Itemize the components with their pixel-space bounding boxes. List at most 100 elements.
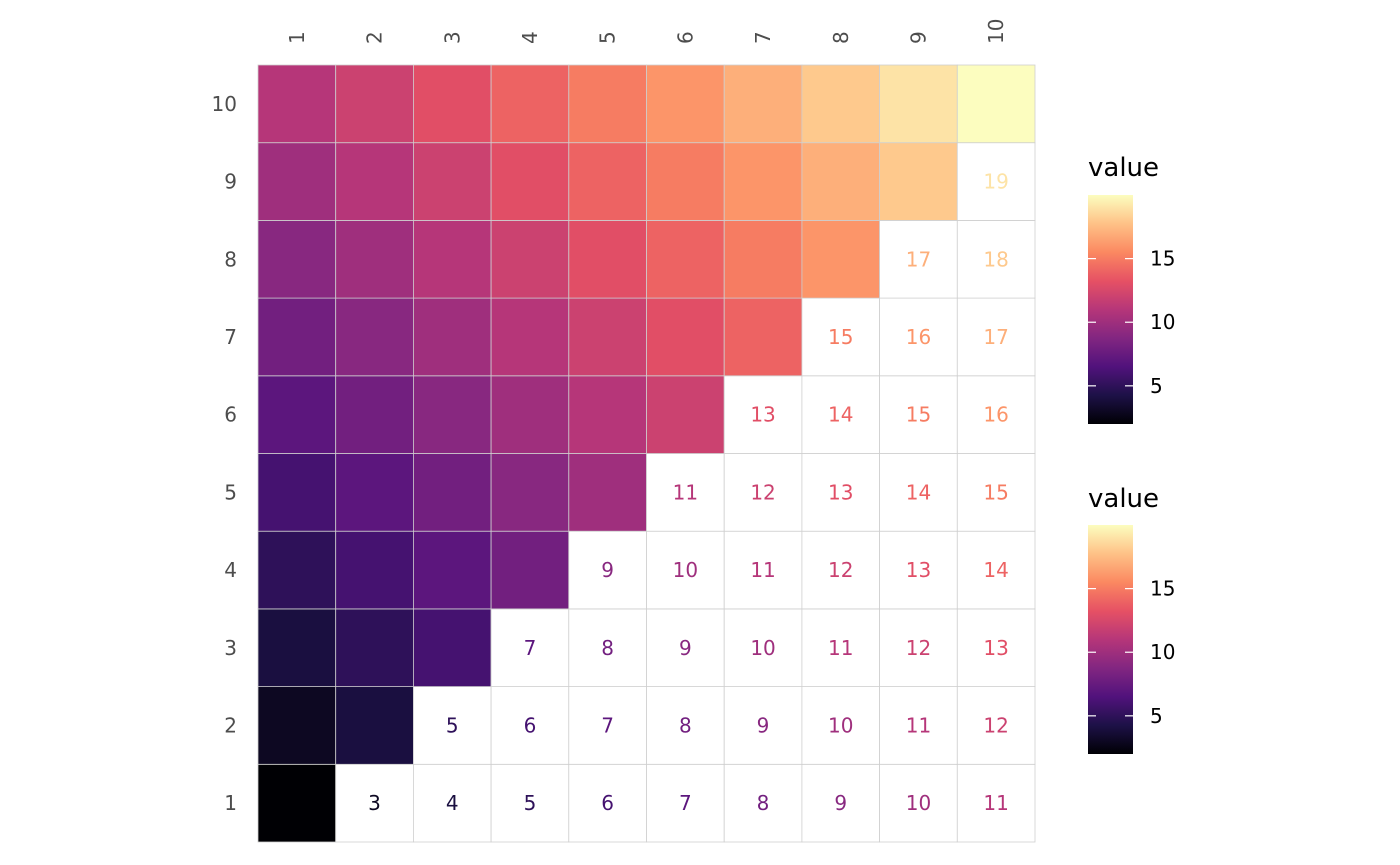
- cell-value-label: 13: [906, 558, 931, 582]
- heatmap-cell: [646, 608, 725, 688]
- heatmap-cell: [801, 375, 881, 454]
- y-tick-label: 2: [224, 713, 237, 737]
- heatmap-cell: [257, 530, 337, 610]
- heatmap-cell: [879, 64, 958, 144]
- heatmap-cell: [879, 375, 958, 454]
- legend-tick-label: 10: [1150, 640, 1175, 664]
- cell-value-label: 5: [446, 713, 459, 737]
- heatmap-cell: [801, 64, 881, 144]
- x-tick-label: 8: [829, 31, 853, 44]
- heatmap-cell: [335, 763, 414, 843]
- heatmap-cell: [335, 686, 414, 765]
- heatmap-cell: [412, 608, 492, 688]
- cell-value-label: 7: [679, 791, 692, 815]
- y-tick-label: 8: [224, 247, 237, 271]
- cell-value-label: 3: [368, 791, 381, 815]
- heatmap-cell: [956, 297, 1036, 377]
- heatmap-cell: [568, 686, 647, 765]
- y-axis-ticks: 1 2 3 4 5 6 7 8 9 10: [212, 92, 237, 815]
- cell-value-label: 9: [679, 636, 692, 660]
- heatmap-cell: [956, 763, 1036, 843]
- heatmap-cell: [490, 530, 570, 610]
- x-axis-ticks: 1 2 3 4 5 6 7 8 9 10: [285, 19, 1008, 44]
- cell-value-label: 8: [679, 713, 692, 737]
- heatmap-cell: [568, 453, 647, 532]
- heatmap-cell: [257, 375, 337, 454]
- heatmap-cell: [257, 763, 337, 843]
- heatmap-cell: [723, 608, 803, 688]
- heatmap-cell: [879, 608, 958, 688]
- legend-tick-label: 15: [1150, 577, 1175, 601]
- heatmap-cell: [801, 763, 881, 843]
- heatmap-cell: [879, 686, 958, 765]
- cell-value-label: 10: [828, 713, 853, 737]
- heatmap-cell: [646, 142, 725, 221]
- legend-tick-label: 5: [1150, 704, 1163, 728]
- cell-value-label: 5: [524, 791, 537, 815]
- x-tick-label: 9: [906, 31, 930, 44]
- heatmap-cell: [257, 64, 337, 144]
- heatmap-cell: [723, 297, 803, 377]
- cell-value-label: 4: [446, 791, 459, 815]
- heatmap-cell: [723, 142, 803, 221]
- heatmap-cell: [723, 64, 803, 144]
- heatmap-cell: [490, 375, 570, 454]
- heatmap-cell: [335, 453, 414, 532]
- cell-value-label: 9: [757, 713, 770, 737]
- heatmap-cell: [879, 142, 958, 221]
- heatmap-cell: [879, 297, 958, 377]
- cell-value-label: 12: [906, 636, 931, 660]
- heatmap-cell: [412, 297, 492, 377]
- heatmap-cell: [490, 608, 570, 688]
- cell-value-label: 15: [983, 480, 1008, 504]
- cell-value-label: 11: [983, 791, 1008, 815]
- cell-value-label: 19: [983, 170, 1008, 194]
- heatmap-cell: [956, 686, 1036, 765]
- heatmap-cell: [490, 297, 570, 377]
- cell-value-label: 11: [750, 558, 775, 582]
- heatmap-cell: [412, 219, 492, 299]
- heatmap-cell: [335, 375, 414, 454]
- heatmap-cell: [490, 219, 570, 299]
- heatmap-cell: [956, 453, 1036, 532]
- heatmap-cell: [646, 763, 725, 843]
- heatmap-cell: [801, 297, 881, 377]
- cell-value-label: 10: [750, 636, 775, 660]
- legend-fill: value 5 10 15: [1088, 153, 1175, 424]
- x-tick-label: 7: [751, 31, 775, 44]
- heatmap-cell: [335, 608, 414, 688]
- heatmap-cell: [335, 297, 414, 377]
- cell-value-label: 6: [524, 713, 537, 737]
- y-tick-label: 5: [224, 480, 237, 504]
- cell-value-label: 8: [601, 636, 614, 660]
- cell-value-label: 11: [828, 636, 853, 660]
- cell-value-label: 12: [750, 480, 775, 504]
- legend-tick-label: 15: [1150, 247, 1175, 271]
- heatmap-cell: [412, 64, 492, 144]
- heatmap-cell: [646, 64, 725, 144]
- cell-value-label: 8: [757, 791, 770, 815]
- cell-value-label: 12: [828, 558, 853, 582]
- heatmap-cell: [568, 142, 647, 221]
- cell-value-label: 10: [906, 791, 931, 815]
- x-tick-label: 6: [673, 31, 697, 44]
- cell-value-label: 14: [906, 480, 931, 504]
- heatmap-cell: [412, 142, 492, 221]
- heatmap-cell: [568, 297, 647, 377]
- heatmap-cell: [723, 219, 803, 299]
- heatmap-cell: [335, 530, 414, 610]
- heatmap-cell: [956, 142, 1036, 221]
- cell-value-label: 6: [601, 791, 614, 815]
- legend-tick-label: 10: [1150, 310, 1175, 334]
- heatmap-cell: [723, 375, 803, 454]
- legend-colorbar: [1088, 525, 1133, 754]
- legend-tick-label: 5: [1150, 374, 1163, 398]
- heatmap-cell: [568, 219, 647, 299]
- heatmap-cell: [646, 375, 725, 454]
- cell-value-label: 15: [906, 403, 931, 427]
- cell-value-label: 15: [828, 325, 853, 349]
- heatmap-cell: [257, 142, 337, 221]
- heatmap-cell: [956, 64, 1036, 144]
- cell-value-label: 13: [828, 480, 853, 504]
- cell-value-label: 11: [906, 713, 931, 737]
